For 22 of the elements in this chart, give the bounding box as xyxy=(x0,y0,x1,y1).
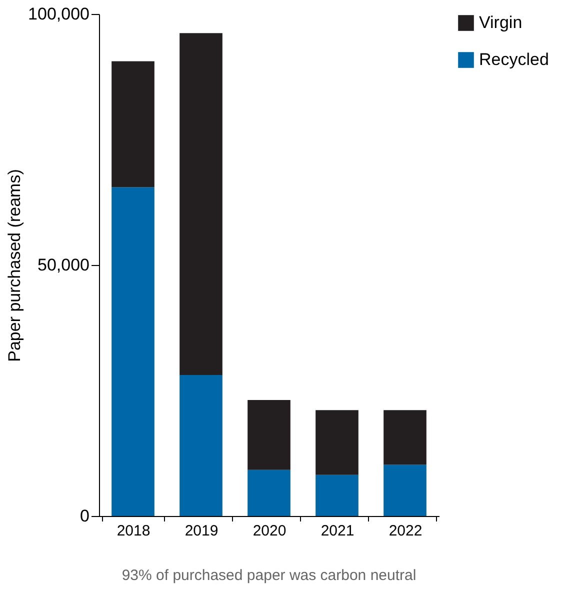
bar xyxy=(316,410,358,475)
y-axis-title: Paper purchased (reams) xyxy=(5,169,24,362)
x-tick-label: 2019 xyxy=(184,522,218,540)
bar xyxy=(112,187,154,516)
x-tick-label: 2021 xyxy=(320,522,354,540)
bar xyxy=(180,33,222,375)
x-tick-label: 2018 xyxy=(116,522,150,540)
bar xyxy=(384,410,426,465)
legend-label: Virgin xyxy=(479,13,522,32)
bar xyxy=(384,464,426,516)
text: 93% of purchased paper was carbon neutral xyxy=(122,567,416,584)
x-tick-label: 2020 xyxy=(252,522,286,540)
bar xyxy=(248,400,290,470)
bar xyxy=(248,470,290,516)
bar xyxy=(112,61,154,188)
y-tick-label: 0 xyxy=(80,506,90,526)
y-tick-label: 50,000 xyxy=(38,256,90,274)
y-tick-label: 100,000 xyxy=(28,4,90,24)
legend-label: Recycled xyxy=(479,50,549,69)
x-tick-label: 2022 xyxy=(388,522,422,540)
bar xyxy=(180,374,222,516)
bar xyxy=(316,474,358,516)
